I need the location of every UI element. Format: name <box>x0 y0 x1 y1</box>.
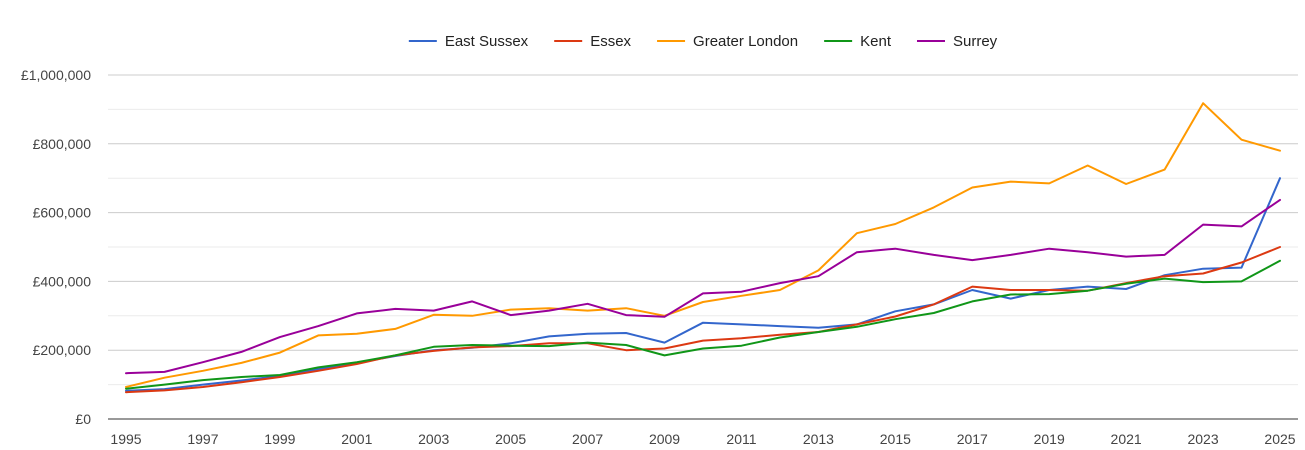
y-tick-label: £800,000 <box>33 136 92 152</box>
x-tick-label: 2009 <box>649 431 680 447</box>
x-tick-label: 2019 <box>1034 431 1065 447</box>
y-tick-label: £400,000 <box>33 273 92 289</box>
legend-item[interactable]: Greater London <box>657 33 798 50</box>
gridlines <box>108 74 1298 420</box>
legend-item[interactable]: East Sussex <box>408 33 529 50</box>
legend: East Sussex Essex Greater London Kent Surrey <box>408 33 998 50</box>
y-tick-label: £1,000,000 <box>21 67 91 83</box>
legend-label: Kent <box>860 33 892 50</box>
series-line-greater-london <box>125 102 1281 388</box>
x-tick-label: 2023 <box>1187 431 1218 447</box>
legend-label: Surrey <box>953 33 998 50</box>
x-tick-label: 2017 <box>957 431 988 447</box>
y-tick-label: £200,000 <box>33 342 92 358</box>
x-tick-label: 2021 <box>1111 431 1142 447</box>
x-tick-label: 1999 <box>264 431 295 447</box>
legend-item[interactable]: Kent <box>824 33 892 50</box>
x-tick-label: 2005 <box>495 431 526 447</box>
series-line-east-sussex <box>125 177 1281 392</box>
legend-label: East Sussex <box>445 33 529 50</box>
legend-item[interactable]: Surrey <box>916 33 998 50</box>
legend-label: Essex <box>590 33 631 50</box>
x-tick-label: 2015 <box>880 431 911 447</box>
series-lines <box>125 102 1281 394</box>
series-line-kent <box>125 259 1281 390</box>
x-tick-label: 2007 <box>572 431 603 447</box>
x-tick-label: 2003 <box>418 431 449 447</box>
y-tick-label: £600,000 <box>33 205 92 221</box>
x-tick-label: 2011 <box>726 431 756 447</box>
x-tick-label: 2013 <box>803 431 834 447</box>
x-tick-label: 2001 <box>341 431 372 447</box>
x-axis: 1995 1997 1999 2001 2003 2005 2007 2009 2011 2013… <box>110 431 1295 447</box>
y-axis: £0 £200,000 £400,000 £600,000 £800,000 £1,000… <box>21 67 91 427</box>
legend-label: Greater London <box>693 33 798 50</box>
y-tick-label: £0 <box>75 411 91 427</box>
x-tick-label: 2025 <box>1264 431 1295 447</box>
legend-item[interactable]: Essex <box>554 33 632 50</box>
series-line-surrey <box>125 198 1281 375</box>
x-tick-label: 1995 <box>110 431 141 447</box>
x-tick-label: 1997 <box>187 431 218 447</box>
